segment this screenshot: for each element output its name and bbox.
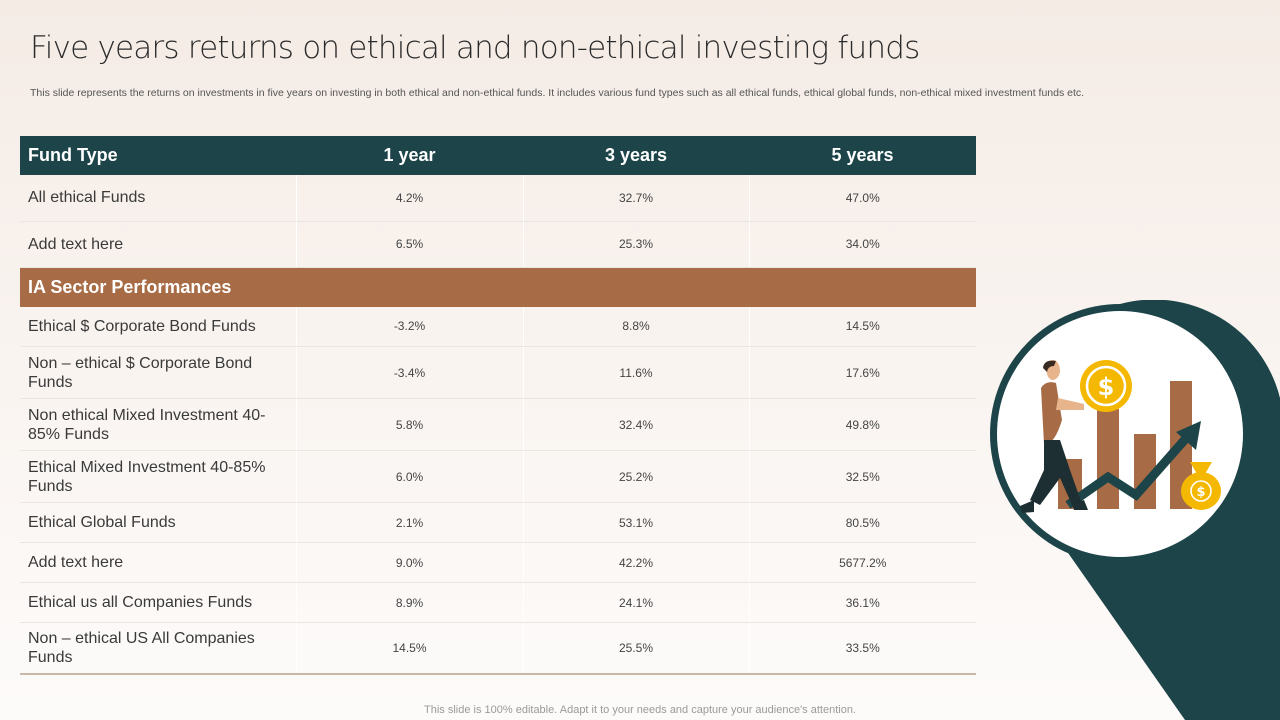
return-5-years: 32.5%	[748, 450, 976, 503]
fund-name: Non ethical Mixed Investment 40-85% Fund…	[20, 398, 296, 451]
section-label: IA Sector Performances	[20, 267, 976, 307]
return-1-year: -3.4%	[295, 346, 523, 399]
fund-name: Non – ethical US All Companies Funds	[20, 622, 296, 675]
growth-arrow-icon	[1065, 421, 1201, 509]
return-1-year: 4.2%	[295, 175, 523, 222]
return-1-year: 14.5%	[295, 622, 523, 675]
table-row: Add text here 9.0% 42.2% 5677.2%	[20, 542, 976, 583]
fund-name: Ethical Global Funds	[20, 502, 296, 543]
table-row: Ethical Mixed Investment 40-85% Funds 6.…	[20, 450, 976, 503]
svg-text:$: $	[1098, 373, 1115, 401]
fund-returns-table: Fund Type 1 year 3 years 5 years All eth…	[20, 136, 976, 675]
fund-name: All ethical Funds	[20, 175, 296, 222]
table-row: Non – ethical US All Companies Funds 14.…	[20, 622, 976, 675]
return-1-year: 8.9%	[295, 582, 523, 623]
return-3-years: 32.4%	[522, 398, 749, 451]
return-1-year: -3.2%	[295, 306, 523, 347]
table-row: Non – ethical $ Corporate Bond Funds -3.…	[20, 346, 976, 399]
table-row: Non ethical Mixed Investment 40-85% Fund…	[20, 398, 976, 451]
return-5-years: 17.6%	[748, 346, 976, 399]
svg-text:$: $	[1196, 485, 1205, 500]
return-5-years: 34.0%	[748, 221, 976, 268]
return-1-year: 5.8%	[295, 398, 523, 451]
fund-name: Non – ethical $ Corporate Bond Funds	[20, 346, 296, 399]
page-title: Five years returns on ethical and non-et…	[30, 30, 920, 66]
header-3-years: 3 years	[523, 136, 749, 175]
fund-name: Ethical us all Companies Funds	[20, 582, 296, 623]
table-row: Ethical $ Corporate Bond Funds -3.2% 8.8…	[20, 306, 976, 347]
return-3-years: 32.7%	[522, 175, 749, 222]
page-subtitle: This slide represents the returns on inv…	[30, 87, 1085, 99]
header-fund-type: Fund Type	[20, 136, 296, 175]
return-3-years: 25.5%	[522, 622, 749, 675]
table-row: Ethical Global Funds 2.1% 53.1% 80.5%	[20, 502, 976, 543]
section-row: IA Sector Performances	[20, 267, 976, 307]
fund-name: Add text here	[20, 542, 296, 583]
return-3-years: 53.1%	[522, 502, 749, 543]
person-icon	[1020, 360, 1088, 513]
table-header-row: Fund Type 1 year 3 years 5 years	[20, 136, 976, 175]
return-5-years: 80.5%	[748, 502, 976, 543]
return-3-years: 8.8%	[522, 306, 749, 347]
return-5-years: 47.0%	[748, 175, 976, 222]
dollar-coin-icon: $	[1080, 360, 1132, 412]
fund-name: Ethical $ Corporate Bond Funds	[20, 306, 296, 347]
return-3-years: 11.6%	[522, 346, 749, 399]
footer-note: This slide is 100% editable. Adapt it to…	[424, 704, 856, 716]
return-1-year: 9.0%	[295, 542, 523, 583]
growth-illustration: $ $	[990, 300, 1280, 720]
return-5-years: 36.1%	[748, 582, 976, 623]
money-bag-icon: $	[1181, 462, 1221, 510]
return-3-years: 25.2%	[522, 450, 749, 503]
return-3-years: 24.1%	[522, 582, 749, 623]
return-5-years: 5677.2%	[748, 542, 976, 583]
return-1-year: 2.1%	[295, 502, 523, 543]
header-1-year: 1 year	[296, 136, 523, 175]
header-5-years: 5 years	[749, 136, 976, 175]
return-5-years: 49.8%	[748, 398, 976, 451]
return-5-years: 33.5%	[748, 622, 976, 675]
fund-name: Ethical Mixed Investment 40-85% Funds	[20, 450, 296, 503]
fund-name: Add text here	[20, 221, 296, 268]
return-1-year: 6.5%	[295, 221, 523, 268]
return-5-years: 14.5%	[748, 306, 976, 347]
table-row: Ethical us all Companies Funds 8.9% 24.1…	[20, 582, 976, 623]
illustration-circle	[997, 311, 1243, 557]
table-row: All ethical Funds 4.2% 32.7% 47.0%	[20, 175, 976, 222]
table-row: Add text here 6.5% 25.3% 34.0%	[20, 221, 976, 268]
return-3-years: 42.2%	[522, 542, 749, 583]
return-1-year: 6.0%	[295, 450, 523, 503]
return-3-years: 25.3%	[522, 221, 749, 268]
